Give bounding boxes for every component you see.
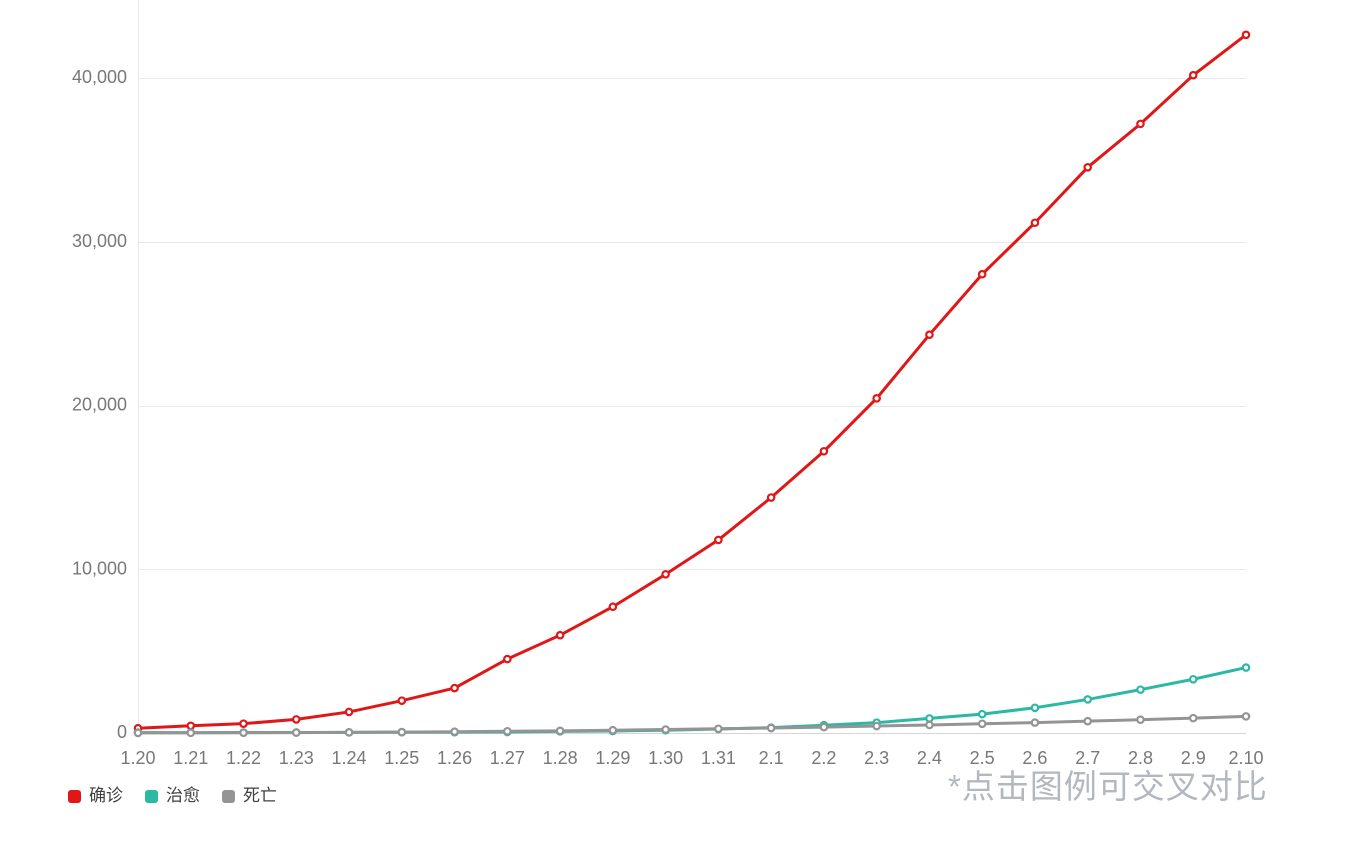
data-point-marker[interactable] xyxy=(239,728,248,738)
data-point-marker[interactable] xyxy=(1188,70,1198,80)
data-point-marker[interactable] xyxy=(766,493,776,502)
x-tick-label: 1.27 xyxy=(490,748,525,768)
data-point-marker[interactable] xyxy=(1030,218,1040,228)
data-point-marker[interactable] xyxy=(1083,716,1093,726)
data-point-marker[interactable] xyxy=(1083,695,1093,704)
data-point-marker[interactable] xyxy=(977,719,987,729)
data-point-marker[interactable] xyxy=(503,654,512,664)
data-point-marker[interactable] xyxy=(1136,715,1145,725)
y-tick-label: 40,000 xyxy=(72,67,127,87)
legend-item-cured[interactable]: 治愈 xyxy=(145,787,200,805)
x-tick-label: 1.20 xyxy=(120,748,155,768)
x-tick-label: 2.6 xyxy=(1022,748,1047,768)
data-point-marker[interactable] xyxy=(1030,718,1040,727)
data-point-marker[interactable] xyxy=(819,722,829,732)
data-point-marker[interactable] xyxy=(872,394,881,403)
x-tick-label: 2.10 xyxy=(1228,748,1263,768)
x-tick-label: 2.1 xyxy=(759,748,784,768)
data-point-marker[interactable] xyxy=(925,330,934,339)
confirmed-swatch-icon xyxy=(68,789,81,803)
cured-swatch-icon xyxy=(145,789,158,803)
legend-item-death[interactable]: 死亡 xyxy=(222,787,277,805)
data-point-marker[interactable] xyxy=(977,269,987,279)
data-point-marker[interactable] xyxy=(555,630,565,640)
data-point-marker[interactable] xyxy=(977,709,987,719)
legend-label-confirmed: 确诊 xyxy=(89,786,123,805)
x-tick-label: 2.8 xyxy=(1128,748,1153,768)
series-line-确诊 xyxy=(136,33,1248,730)
data-point-marker[interactable] xyxy=(608,602,618,612)
data-point-marker[interactable] xyxy=(344,728,354,737)
x-tick-label: 1.31 xyxy=(701,748,736,768)
x-tick-label: 2.3 xyxy=(864,748,889,768)
x-tick-label: 2.9 xyxy=(1181,748,1206,768)
data-point-marker[interactable] xyxy=(1188,674,1198,684)
data-point-marker[interactable] xyxy=(397,727,407,737)
chart-legend: 确诊 治愈 死亡 xyxy=(68,787,277,805)
data-point-marker[interactable] xyxy=(1241,712,1251,721)
x-tick-label: 1.24 xyxy=(332,748,367,768)
x-tick-label: 1.21 xyxy=(173,748,208,768)
data-point-marker[interactable] xyxy=(925,720,934,730)
data-point-marker[interactable] xyxy=(186,728,196,738)
x-tick-label: 1.26 xyxy=(437,748,472,768)
data-point-marker[interactable] xyxy=(925,714,934,723)
x-tick-label: 2.5 xyxy=(970,748,995,768)
legend-label-death: 死亡 xyxy=(243,786,277,805)
data-point-marker[interactable] xyxy=(239,719,248,728)
x-tick-label: 2.4 xyxy=(917,748,942,768)
data-point-marker[interactable] xyxy=(872,721,881,731)
data-point-marker[interactable] xyxy=(186,721,196,731)
data-point-marker[interactable] xyxy=(1188,713,1198,723)
data-point-marker[interactable] xyxy=(133,728,143,738)
x-tick-label: 1.28 xyxy=(543,748,578,768)
x-tick-label: 2.7 xyxy=(1075,748,1100,768)
data-point-marker[interactable] xyxy=(1241,663,1251,672)
data-point-marker[interactable] xyxy=(555,726,565,736)
x-tick-label: 1.29 xyxy=(595,748,630,768)
y-tick-label: 20,000 xyxy=(72,395,127,415)
data-point-marker[interactable] xyxy=(1030,703,1040,713)
x-tick-label: 1.30 xyxy=(648,748,683,768)
x-tick-label: 2.2 xyxy=(811,748,836,768)
data-point-marker[interactable] xyxy=(766,723,776,733)
data-point-marker[interactable] xyxy=(714,535,723,545)
data-point-marker[interactable] xyxy=(608,725,618,735)
data-point-marker[interactable] xyxy=(291,715,301,724)
legend-item-confirmed[interactable]: 确诊 xyxy=(68,787,123,805)
data-point-marker[interactable] xyxy=(1136,119,1145,129)
x-tick-label: 1.23 xyxy=(279,748,314,768)
data-point-marker[interactable] xyxy=(291,728,301,737)
data-point-marker[interactable] xyxy=(661,725,670,734)
data-point-marker[interactable] xyxy=(1241,30,1251,40)
data-point-marker[interactable] xyxy=(1083,163,1093,172)
data-point-marker[interactable] xyxy=(397,696,407,705)
x-tick-label: 1.25 xyxy=(384,748,419,768)
data-point-marker[interactable] xyxy=(661,569,670,579)
y-tick-label: 0 xyxy=(117,722,127,742)
data-point-marker[interactable] xyxy=(450,683,459,693)
y-tick-label: 10,000 xyxy=(72,558,127,578)
death-swatch-icon xyxy=(222,789,235,803)
legend-label-cured: 治愈 xyxy=(166,786,200,805)
data-point-marker[interactable] xyxy=(450,727,459,736)
data-point-marker[interactable] xyxy=(714,724,723,734)
data-point-marker[interactable] xyxy=(819,446,829,456)
y-tick-label: 30,000 xyxy=(72,231,127,251)
x-tick-label: 1.22 xyxy=(226,748,261,768)
data-point-marker[interactable] xyxy=(1136,685,1145,694)
series-line-死亡 xyxy=(136,714,1248,735)
data-point-marker[interactable] xyxy=(503,726,512,736)
data-point-marker[interactable] xyxy=(344,707,354,717)
